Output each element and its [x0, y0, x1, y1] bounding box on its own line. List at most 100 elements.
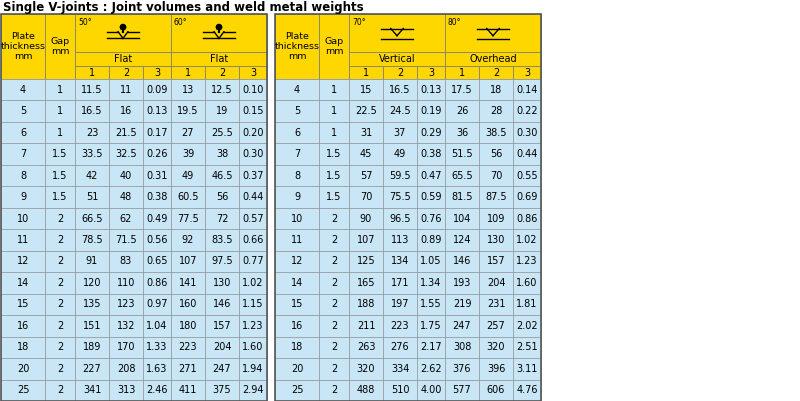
Text: 1.75: 1.75	[420, 321, 442, 331]
Bar	[109, 358, 143, 379]
Text: 1.55: 1.55	[420, 300, 442, 310]
Bar	[417, 294, 445, 315]
Bar	[239, 379, 267, 401]
Bar	[479, 379, 513, 401]
Bar	[171, 294, 205, 315]
Text: 75.5: 75.5	[389, 192, 411, 202]
Circle shape	[216, 24, 222, 30]
Text: 157: 157	[213, 321, 231, 331]
Bar	[417, 66, 445, 79]
Text: Plate
thickness
mm: Plate thickness mm	[1, 32, 46, 61]
Bar	[205, 208, 239, 229]
Text: 0.20: 0.20	[242, 128, 264, 138]
Text: 2: 2	[57, 385, 63, 395]
Bar	[349, 379, 383, 401]
Text: 180: 180	[179, 321, 197, 331]
Text: 70: 70	[360, 192, 372, 202]
Text: 12: 12	[291, 257, 303, 267]
Bar	[319, 272, 349, 294]
Bar	[239, 79, 267, 101]
Bar	[171, 336, 205, 358]
Text: 1.02: 1.02	[516, 235, 538, 245]
Bar	[513, 208, 541, 229]
Text: 204: 204	[213, 342, 231, 352]
Text: 8: 8	[294, 170, 300, 180]
Bar	[445, 52, 541, 66]
Text: 2: 2	[57, 364, 63, 374]
Text: 0.69: 0.69	[516, 192, 538, 202]
Bar	[205, 251, 239, 272]
Text: 2: 2	[331, 342, 337, 352]
Bar	[205, 294, 239, 315]
Text: 46.5: 46.5	[211, 170, 233, 180]
Bar	[479, 208, 513, 229]
Text: 170: 170	[117, 342, 135, 352]
Bar	[205, 79, 239, 101]
Text: 1.5: 1.5	[326, 149, 342, 159]
Text: 21.5: 21.5	[115, 128, 137, 138]
Text: 16.5: 16.5	[390, 85, 410, 95]
Text: 110: 110	[117, 278, 135, 288]
Bar	[45, 294, 75, 315]
Text: 25: 25	[17, 385, 30, 395]
Text: 1.5: 1.5	[52, 170, 68, 180]
Bar	[45, 122, 75, 144]
Text: 71.5: 71.5	[115, 235, 137, 245]
Text: 1: 1	[363, 67, 369, 77]
Text: 204: 204	[486, 278, 506, 288]
Bar	[109, 251, 143, 272]
Bar	[75, 251, 109, 272]
Bar	[445, 208, 479, 229]
Bar	[109, 186, 143, 208]
Bar	[349, 358, 383, 379]
Bar	[1, 186, 45, 208]
Bar	[239, 358, 267, 379]
Bar	[513, 165, 541, 186]
Bar	[109, 122, 143, 144]
Text: 510: 510	[390, 385, 410, 395]
Bar	[171, 229, 205, 251]
Bar	[239, 144, 267, 165]
Text: 0.15: 0.15	[242, 106, 264, 116]
Bar	[417, 315, 445, 336]
Bar	[205, 336, 239, 358]
Bar	[275, 14, 541, 401]
Text: 160: 160	[179, 300, 197, 310]
Text: 2: 2	[57, 278, 63, 288]
Bar	[349, 52, 445, 66]
Bar	[445, 144, 479, 165]
Bar	[275, 315, 319, 336]
Bar	[171, 101, 205, 122]
Bar	[479, 358, 513, 379]
Text: 3: 3	[154, 67, 160, 77]
Bar	[239, 101, 267, 122]
Bar	[143, 251, 171, 272]
Bar	[445, 379, 479, 401]
Text: 16: 16	[120, 106, 132, 116]
Text: 411: 411	[179, 385, 197, 395]
Text: 1.34: 1.34	[420, 278, 442, 288]
Bar	[275, 144, 319, 165]
Bar	[417, 165, 445, 186]
Text: 23: 23	[86, 128, 98, 138]
Bar	[239, 336, 267, 358]
Text: 189: 189	[83, 342, 101, 352]
Text: 130: 130	[487, 235, 505, 245]
Bar	[75, 101, 109, 122]
Bar	[445, 229, 479, 251]
Bar	[417, 272, 445, 294]
Text: 39: 39	[182, 149, 194, 159]
Text: 1.81: 1.81	[516, 300, 538, 310]
Text: 31: 31	[360, 128, 372, 138]
Bar	[205, 186, 239, 208]
Bar	[143, 165, 171, 186]
Text: 0.19: 0.19	[420, 106, 442, 116]
Bar	[45, 336, 75, 358]
Text: 9: 9	[294, 192, 300, 202]
Text: 70: 70	[490, 170, 502, 180]
Text: 208: 208	[117, 364, 135, 374]
Bar	[319, 336, 349, 358]
Text: 56: 56	[490, 149, 502, 159]
Bar	[239, 272, 267, 294]
Bar	[417, 79, 445, 101]
